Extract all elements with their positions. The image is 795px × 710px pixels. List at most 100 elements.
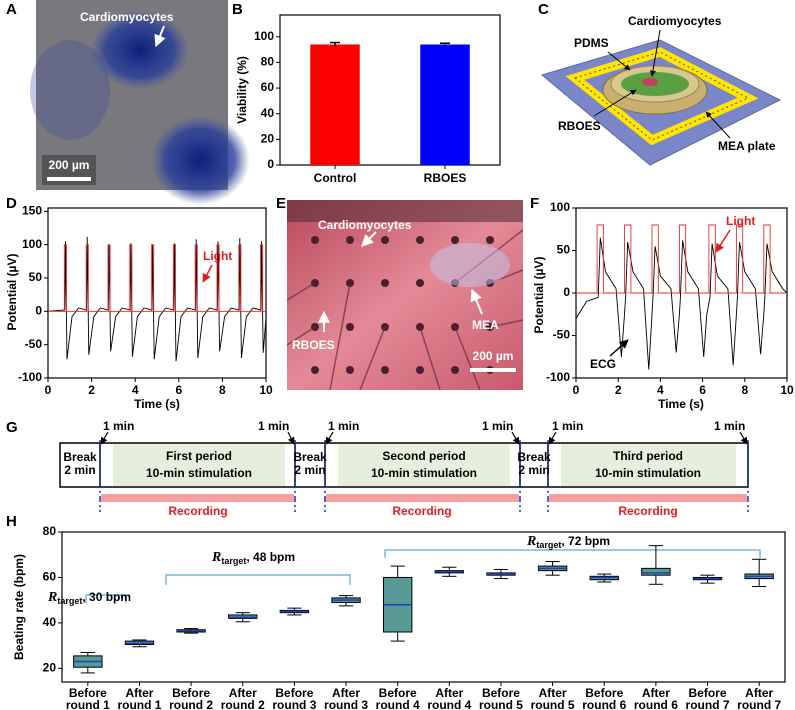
y-tick-label: 0 <box>563 285 570 299</box>
x-tick-label: Before <box>172 686 210 700</box>
trace <box>576 224 787 294</box>
y-tick-label: -50 <box>553 328 571 342</box>
y-tick-label: 0 <box>35 304 42 318</box>
target-brackets <box>85 549 761 603</box>
timeline-marker: 1 min <box>552 419 583 433</box>
diagram-label: Cardiomyocytes <box>628 14 722 28</box>
y-axis-label: Viability (%) <box>235 56 249 124</box>
panel-label: C <box>538 1 549 18</box>
timeline-marker: 1 min <box>258 419 289 433</box>
break-label: Break <box>293 450 327 464</box>
y-tick-label: 50 <box>557 243 571 257</box>
x-tick-label: Before <box>69 686 107 700</box>
y-tick-label: 20 <box>43 661 57 675</box>
x-tick-label: round 4 <box>376 698 420 710</box>
image-label: MEA <box>472 318 499 332</box>
recording-label: Recording <box>618 504 677 518</box>
x-axis-label: Time (s) <box>134 397 180 411</box>
trace <box>47 236 267 362</box>
y-tick-label: 0 <box>267 157 274 171</box>
panel-label: A <box>6 1 17 18</box>
x-tick-label: round 5 <box>531 698 575 710</box>
x-tick-label: round 3 <box>272 698 316 710</box>
x-tick-label: round 1 <box>117 698 161 710</box>
x-tick-label: After <box>125 686 153 700</box>
x-tick-label: 0 <box>45 383 52 397</box>
timeline-marker: 1 min <box>328 419 359 433</box>
y-tick-label: 100 <box>254 29 274 43</box>
scale-bar-label: 200 µm <box>473 349 514 363</box>
x-tick-label: round 6 <box>634 698 678 710</box>
micrograph-e: Cardiomyocytes RBOES MEA 200 µm <box>286 200 524 391</box>
x-tick-label: Control <box>314 171 357 185</box>
period-label: First period <box>166 449 232 463</box>
diagram-label: MEA plate <box>718 139 776 153</box>
annotation: Rtarget, 30 bpm <box>47 590 131 606</box>
break-label: Break <box>63 450 97 464</box>
device-diagram: Cardiomyocytes PDMS RBOES MEA plate <box>540 14 782 166</box>
image-label: Cardiomyocytes <box>318 218 412 232</box>
x-tick-label: After <box>229 686 257 700</box>
diagram-label: RBOES <box>558 119 601 133</box>
x-tick-label: 6 <box>699 383 706 397</box>
timeline-marker: 1 min <box>482 419 513 433</box>
x-tick-label: After <box>539 686 567 700</box>
x-tick-label: 8 <box>219 383 226 397</box>
x-tick-label: 4 <box>132 383 139 397</box>
break-label: 2 min <box>294 463 325 477</box>
recording-label: Recording <box>392 504 451 518</box>
x-tick-label: 10 <box>780 383 794 397</box>
x-tick-label: Before <box>482 686 520 700</box>
timeline-marker: 1 min <box>103 419 134 433</box>
x-tick-label: RBOES <box>424 171 467 185</box>
break-label: 2 min <box>518 463 549 477</box>
break-label: Break <box>517 450 551 464</box>
y-tick-label: -100 <box>546 370 570 384</box>
annotation: ECG <box>590 357 616 371</box>
y-tick-label: 100 <box>22 237 42 251</box>
x-tick-label: 4 <box>657 383 664 397</box>
annotation: Light <box>726 214 755 228</box>
panel-label: D <box>6 195 17 212</box>
trace <box>575 237 788 370</box>
x-tick-label: After <box>642 686 670 700</box>
y-tick-label: -100 <box>18 370 42 384</box>
y-tick-label: 50 <box>29 270 43 284</box>
panel-label: G <box>6 419 18 436</box>
y-tick-label: 60 <box>261 80 275 94</box>
y-tick-label: -50 <box>25 337 43 351</box>
panel-label: F <box>530 195 539 212</box>
x-tick-label: 10 <box>259 383 273 397</box>
x-axis-label: Time (s) <box>658 397 704 411</box>
x-tick-label: 2 <box>88 383 95 397</box>
y-tick-label: 60 <box>43 570 57 584</box>
x-tick-label: 8 <box>741 383 748 397</box>
period-label: 10-min stimulation <box>146 466 252 480</box>
x-tick-label: round 2 <box>169 698 213 710</box>
image-label: RBOES <box>292 338 335 352</box>
y-axis-label: Beating rate (bpm) <box>12 554 26 660</box>
period-label: 10-min stimulation <box>371 466 477 480</box>
recording-label: Recording <box>168 504 227 518</box>
panel-label: B <box>232 1 243 18</box>
bar <box>420 44 470 165</box>
x-tick-label: Before <box>275 686 313 700</box>
x-tick-label: 2 <box>615 383 622 397</box>
diagram-label: PDMS <box>574 36 609 50</box>
period-label: Third period <box>613 449 683 463</box>
timeline <box>59 431 749 512</box>
x-tick-label: After <box>745 686 773 700</box>
panel-label: H <box>6 513 17 530</box>
bar <box>310 44 360 165</box>
x-tick-label: round 7 <box>737 698 781 710</box>
x-tick-label: round 6 <box>582 698 626 710</box>
x-tick-label: Before <box>689 686 727 700</box>
x-tick-label: round 4 <box>427 698 471 710</box>
period-label: Second period <box>382 449 465 463</box>
micrograph-a: Cardiomyocytes 200 µm <box>30 0 250 205</box>
panel-label: E <box>276 195 286 212</box>
y-axis-label: Potential (µV) <box>532 257 546 334</box>
x-tick-label: Before <box>379 686 417 700</box>
y-axis-label: Potential (µV) <box>5 254 19 331</box>
box <box>641 567 671 576</box>
